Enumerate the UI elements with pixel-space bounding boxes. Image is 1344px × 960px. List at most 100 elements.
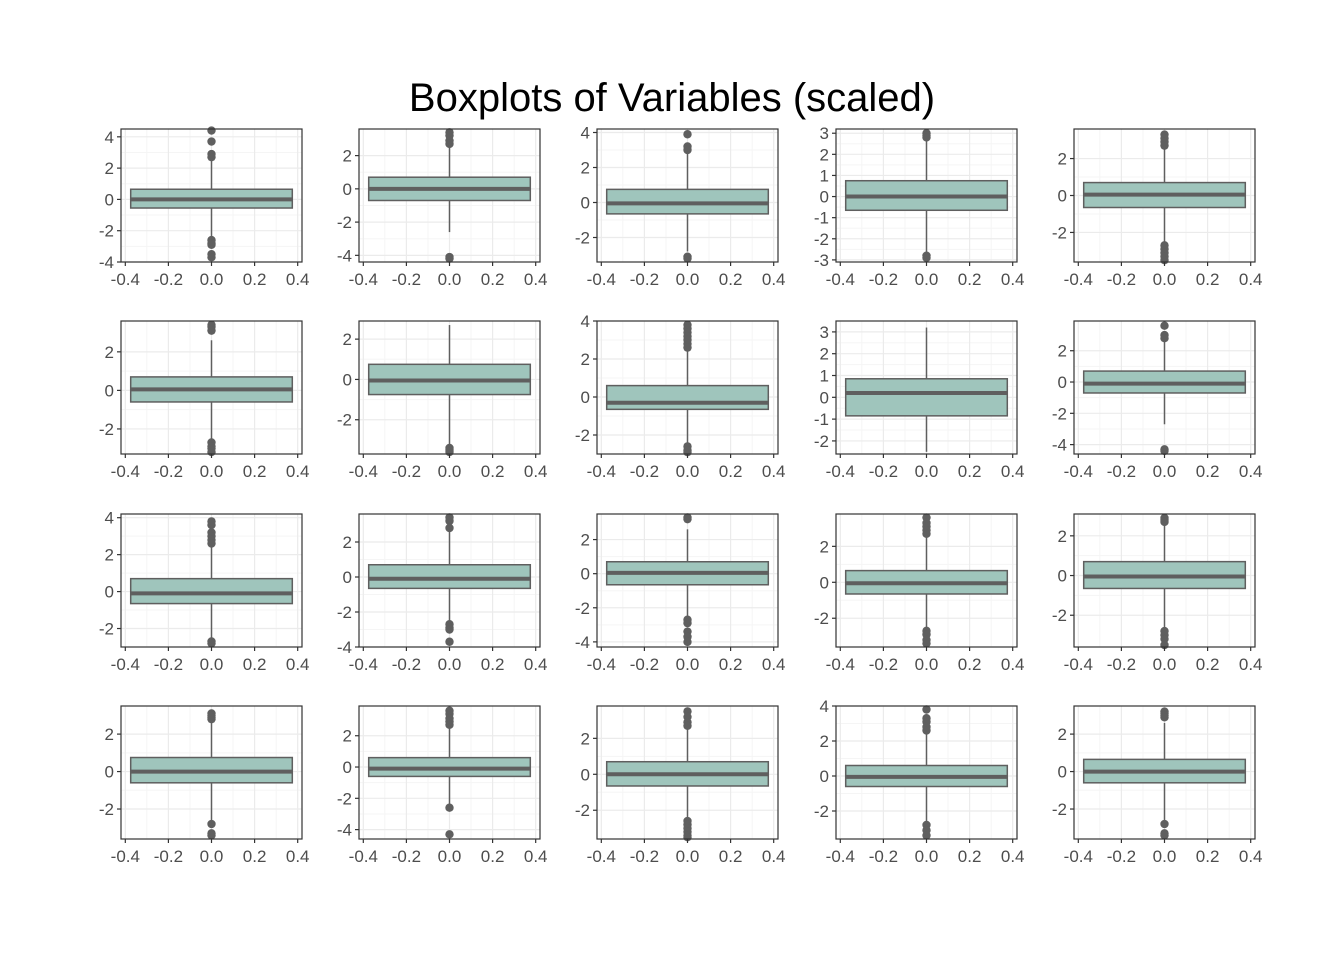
x-tick-label: 0.4 [762, 655, 786, 674]
y-tick-label: -2 [814, 432, 829, 451]
y-tick-label: 4 [581, 312, 590, 331]
x-tick-label: -0.4 [1064, 462, 1093, 481]
y-tick-label: 3 [820, 124, 829, 143]
x-tick-label: -0.2 [630, 462, 659, 481]
y-tick-label: 2 [1058, 342, 1067, 361]
x-tick-label: 0.2 [243, 270, 267, 289]
outlier-point [445, 830, 454, 839]
boxplot-panel-18: -2 0 2 -0.4 -0.2 0.0 0.2 0.4 [575, 705, 786, 866]
boxplot-panel-8: -2 0 2 4 -0.4 -0.2 0.0 0.2 0.4 [575, 312, 786, 481]
y-tick-label: 4 [820, 697, 829, 716]
x-tick-label: 0.4 [286, 270, 310, 289]
x-tick-label: 0.4 [1001, 847, 1025, 866]
x-tick-label: 0.4 [286, 847, 310, 866]
x-tick-label: 0.4 [1239, 462, 1263, 481]
y-tick-label: 2 [343, 727, 352, 746]
x-tick-label: -0.2 [869, 655, 898, 674]
x-tick-label: 0.4 [762, 847, 786, 866]
x-tick-label: 0.0 [915, 270, 939, 289]
outlier-point [1160, 446, 1169, 456]
x-tick-label: 0.0 [676, 270, 700, 289]
x-tick-label: -0.2 [392, 847, 421, 866]
boxplot-panel-1: -4 -2 0 2 4 -0.4 -0.2 0.0 0.2 0.4 [99, 126, 310, 289]
x-tick-label: 0.4 [1239, 270, 1263, 289]
x-tick-label: -0.2 [869, 270, 898, 289]
iqr-box [129, 577, 294, 605]
outlier-point [922, 639, 931, 648]
y-tick-label: 0 [105, 763, 114, 782]
x-tick-label: 0.4 [1001, 270, 1025, 289]
outlier-point [1160, 634, 1169, 644]
y-tick-label: 0 [1058, 567, 1067, 586]
boxplot-panel-14: -2 0 2 -0.4 -0.2 0.0 0.2 0.4 [814, 513, 1025, 674]
outlier-point [922, 133, 931, 142]
iqr-box [605, 384, 770, 411]
y-tick-label: -2 [575, 426, 590, 445]
boxplot-panel-19: -2 0 2 4 -0.4 -0.2 0.0 0.2 0.4 [814, 697, 1025, 866]
outlier-point [207, 126, 216, 135]
y-tick-label: 2 [105, 343, 114, 362]
x-tick-label: -0.2 [392, 655, 421, 674]
x-tick-label: 0.2 [243, 847, 267, 866]
y-tick-label: -4 [1052, 436, 1067, 455]
outlier-point [207, 137, 216, 146]
x-tick-label: -0.2 [154, 655, 183, 674]
y-tick-label: 0 [1058, 187, 1067, 206]
outlier-point [207, 639, 216, 648]
x-tick-label: 0.2 [958, 655, 982, 674]
y-tick-label: 4 [105, 128, 114, 147]
y-tick-label: 2 [1058, 725, 1067, 744]
x-tick-label: -0.4 [826, 847, 855, 866]
y-tick-label: 2 [1058, 527, 1067, 546]
boxplot-panel-5: -2 0 2 -0.4 -0.2 0.0 0.2 0.4 [1052, 128, 1263, 289]
y-tick-label: -2 [1052, 606, 1067, 625]
x-tick-label: -0.2 [392, 462, 421, 481]
x-tick-label: -0.2 [630, 655, 659, 674]
x-tick-label: 0.2 [1196, 270, 1220, 289]
x-tick-label: 0.2 [1196, 462, 1220, 481]
x-tick-label: -0.4 [587, 462, 616, 481]
boxplot-panel-16: -2 0 2 -0.4 -0.2 0.0 0.2 0.4 [99, 705, 310, 866]
x-tick-label: 0.4 [762, 462, 786, 481]
x-tick-label: -0.4 [349, 847, 378, 866]
x-tick-label: 0.4 [286, 462, 310, 481]
outlier-point [207, 520, 216, 530]
x-tick-label: 0.0 [676, 462, 700, 481]
y-tick-label: 0 [820, 188, 829, 207]
y-tick-label: 0 [1058, 763, 1067, 782]
outlier-point [445, 803, 454, 812]
outlier-point [207, 240, 216, 249]
x-tick-label: 0.0 [1153, 655, 1177, 674]
y-tick-label: 2 [105, 159, 114, 178]
boxplot-panel-2: -4 -2 0 2 -0.4 -0.2 0.0 0.2 0.4 [337, 128, 548, 289]
x-tick-label: 0.2 [719, 655, 743, 674]
x-tick-label: 0.0 [1153, 270, 1177, 289]
outlier-point [683, 721, 692, 730]
x-tick-label: 0.2 [243, 462, 267, 481]
y-tick-label: 0 [105, 190, 114, 209]
x-tick-label: -0.4 [349, 462, 378, 481]
iqr-box [844, 378, 1009, 417]
y-tick-label: 2 [105, 725, 114, 744]
y-tick-label: 1 [820, 166, 829, 185]
y-tick-label: 2 [820, 732, 829, 751]
outlier-point [207, 831, 216, 840]
x-tick-label: 0.2 [719, 847, 743, 866]
x-tick-label: 0.2 [481, 270, 505, 289]
x-tick-label: 0.2 [1196, 655, 1220, 674]
y-tick-label: -2 [814, 230, 829, 249]
outlier-point [445, 516, 454, 526]
x-tick-label: -0.4 [826, 462, 855, 481]
y-tick-label: 0 [581, 194, 590, 213]
x-tick-label: 0.4 [286, 655, 310, 674]
boxplot-panel-12: -4 -2 0 2 -0.4 -0.2 0.0 0.2 0.4 [337, 513, 548, 674]
x-tick-label: -0.2 [154, 462, 183, 481]
x-tick-label: 0.2 [958, 270, 982, 289]
y-tick-label: 2 [820, 145, 829, 164]
outlier-point [445, 625, 454, 634]
x-tick-label: -0.4 [111, 462, 140, 481]
x-tick-label: -0.2 [1107, 270, 1136, 289]
y-tick-label: 2 [343, 147, 352, 166]
y-tick-label: 0 [343, 180, 352, 199]
